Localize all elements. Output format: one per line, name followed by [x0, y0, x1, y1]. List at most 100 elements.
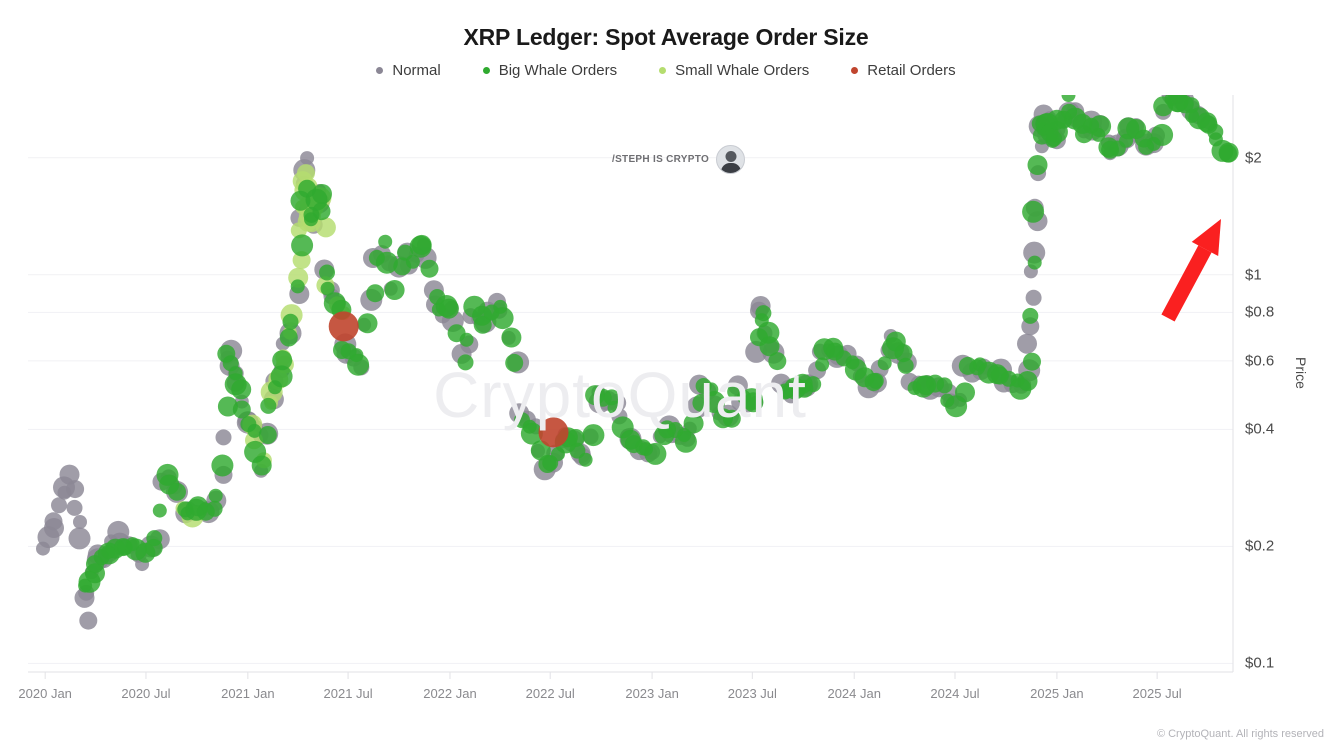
- data-point: [1027, 255, 1042, 270]
- x-axis-tick-label: 2022 Jul: [525, 686, 575, 701]
- data-point: [867, 372, 884, 389]
- data-point: [375, 251, 398, 274]
- data-point: [815, 357, 830, 372]
- data-point: [319, 264, 335, 281]
- data-point: [217, 396, 238, 417]
- x-axis-tick-label: 2023 Jul: [727, 686, 777, 701]
- x-axis-tick-label: 2025 Jul: [1132, 686, 1182, 701]
- upward-trend-arrow: [1161, 219, 1221, 322]
- data-point: [231, 379, 252, 400]
- legend-item-retail-orders[interactable]: Retail Orders: [851, 62, 956, 79]
- data-point: [405, 254, 420, 269]
- data-point: [768, 352, 787, 371]
- data-point: [578, 452, 593, 467]
- arrow-head: [1191, 219, 1221, 257]
- legend-swatch-icon: [851, 67, 859, 74]
- data-point: [743, 392, 764, 413]
- data-point: [168, 482, 186, 501]
- x-axis-tick-label: 2024 Jul: [930, 686, 980, 701]
- data-point: [566, 429, 585, 447]
- gridlines: [28, 157, 1233, 664]
- data-point: [66, 499, 83, 516]
- x-axis-tick-label: 2025 Jan: [1030, 686, 1084, 701]
- data-point: [936, 377, 953, 394]
- data-point: [290, 279, 305, 294]
- data-point: [347, 353, 370, 376]
- data-point: [501, 327, 522, 348]
- plot-area: [0, 95, 1332, 685]
- data-point: [208, 488, 223, 503]
- legend-item-label: Small Whale Orders: [675, 62, 810, 79]
- data-point: [1022, 200, 1045, 223]
- data-point: [44, 512, 63, 531]
- copyright-credit: © CryptoQuant. All rights reserved: [1156, 728, 1324, 740]
- y-axis-tick-label: $0.6: [1245, 352, 1275, 370]
- data-point: [457, 354, 474, 371]
- x-axis-tick-label: 2022 Jan: [423, 686, 477, 701]
- data-point: [473, 315, 492, 334]
- data-point: [146, 530, 163, 547]
- data-point: [644, 442, 667, 465]
- data-point: [297, 164, 315, 183]
- x-axis-tick-label: 2024 Jan: [827, 686, 881, 701]
- data-point: [722, 409, 741, 428]
- data-point: [206, 500, 223, 517]
- data-point: [582, 424, 605, 447]
- data-point: [272, 350, 293, 371]
- data-point: [1151, 123, 1174, 146]
- data-point: [59, 464, 80, 485]
- series-retail-orders: [328, 311, 569, 448]
- data-point: [328, 311, 359, 342]
- data-point: [320, 281, 335, 296]
- x-axis-tick-label: 2020 Jul: [121, 686, 171, 701]
- chart-legend: Normal Big Whale Orders Small Whale Orders…: [0, 62, 1332, 79]
- data-point: [1023, 352, 1041, 371]
- data-point: [51, 497, 67, 514]
- axis-lines: [28, 95, 1234, 673]
- data-point: [1025, 289, 1042, 306]
- data-point: [491, 307, 514, 330]
- legend-swatch-icon: [482, 67, 490, 74]
- data-point: [260, 397, 277, 414]
- legend-swatch-icon: [659, 67, 667, 74]
- data-point: [1027, 155, 1048, 175]
- legend-item-label: Big Whale Orders: [498, 62, 618, 79]
- data-point: [607, 400, 622, 415]
- data-point: [66, 480, 85, 499]
- data-point: [897, 357, 914, 374]
- data-point: [538, 417, 569, 448]
- legend-item-normal[interactable]: Normal: [376, 62, 441, 79]
- y-axis-tick-label: $1: [1245, 266, 1262, 284]
- data-point: [1017, 371, 1038, 391]
- data-point: [215, 429, 232, 446]
- y-axis-tick-label: $0.8: [1245, 303, 1275, 321]
- data-point: [378, 234, 393, 249]
- legend-item-big-whale-orders[interactable]: Big Whale Orders: [482, 62, 618, 79]
- y-axis-title: Price: [1293, 357, 1309, 389]
- data-point: [357, 313, 378, 334]
- data-point: [291, 234, 314, 257]
- data-point: [894, 344, 913, 363]
- data-point: [282, 313, 299, 330]
- data-point: [73, 515, 87, 529]
- data-point: [877, 356, 892, 371]
- x-axis-tick-label: 2023 Jan: [625, 686, 679, 701]
- data-point: [703, 391, 726, 413]
- legend-item-small-whale-orders[interactable]: Small Whale Orders: [659, 62, 809, 79]
- data-point: [312, 202, 331, 221]
- data-point: [1061, 95, 1076, 102]
- data-point: [152, 503, 167, 518]
- data-point: [520, 422, 543, 445]
- data-point: [411, 234, 432, 255]
- data-point: [247, 423, 262, 438]
- x-axis-tick-label: 2020 Jan: [18, 686, 72, 701]
- legend-swatch-icon: [376, 67, 384, 74]
- y-axis-tick-label: $0.2: [1245, 537, 1275, 555]
- data-point: [955, 382, 975, 403]
- data-point: [251, 455, 272, 476]
- scatter-plot-svg: [28, 95, 1239, 679]
- page-title: XRP Ledger: Spot Average Order Size: [463, 24, 869, 50]
- legend-item-label: Retail Orders: [867, 62, 956, 79]
- legend-item-label: Normal: [392, 62, 441, 79]
- data-point: [1219, 144, 1237, 163]
